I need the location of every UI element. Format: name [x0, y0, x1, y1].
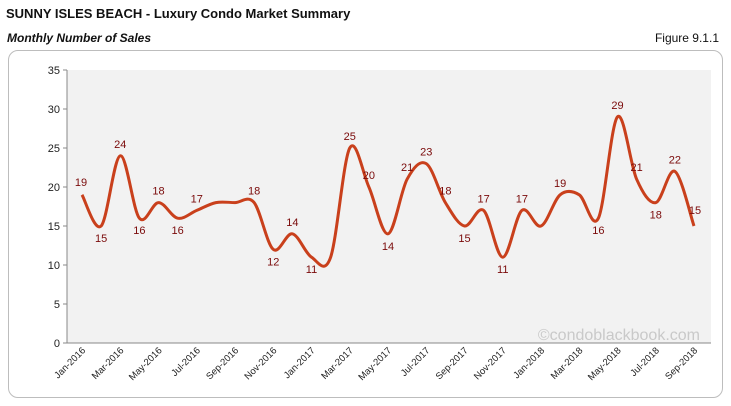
data-label: 17 [191, 193, 203, 205]
x-tick-label: Mar-2016 [90, 345, 127, 382]
plot-area [67, 70, 711, 343]
data-label: 21 [401, 162, 413, 174]
watermark-text: ©condoblackbook.com [538, 327, 700, 344]
data-label: 15 [689, 205, 701, 217]
data-label: 17 [516, 193, 528, 205]
x-axis: Jan-2016 Mar-2016 May-2016 Jul-2016 Sep-2016… [52, 342, 711, 383]
data-label: 23 [420, 147, 432, 159]
figure-number: Figure 9.1.1 [654, 31, 719, 45]
x-tick-label: Jan-2017 [282, 345, 318, 381]
x-tick-label: Sep-2017 [434, 345, 471, 382]
x-tick-label: Nov-2017 [472, 345, 509, 382]
x-tick-label: May-2016 [127, 345, 165, 383]
data-label: 18 [650, 210, 662, 222]
x-tick-label: Sep-2018 [663, 345, 700, 382]
data-label: 21 [631, 162, 643, 174]
data-label: 18 [152, 186, 164, 198]
data-label: 18 [439, 186, 451, 198]
y-tick-label: 10 [48, 260, 60, 272]
x-tick-label: Mar-2017 [319, 345, 356, 382]
sales-series-line [80, 115, 696, 268]
chart-main-title: SUNNY ISLES BEACH - Luxury Condo Market … [6, 6, 351, 21]
data-label: 24 [114, 139, 126, 151]
data-label: 16 [172, 225, 184, 237]
data-label: 15 [95, 233, 107, 245]
y-tick-label: 20 [48, 182, 60, 194]
x-tick-label: Nov-2016 [242, 345, 279, 382]
data-label: 29 [611, 100, 623, 112]
data-label: 14 [286, 217, 298, 229]
data-label: 16 [133, 225, 145, 237]
data-label: 25 [344, 131, 356, 143]
chart-subtitle: Monthly Number of Sales [7, 31, 152, 45]
data-label: 22 [669, 154, 681, 166]
data-label: 20 [363, 170, 375, 182]
x-tick-label: Jul-2016 [169, 345, 203, 379]
x-tick-label: Jan-2016 [52, 345, 88, 381]
x-tick-label: Jan-2018 [511, 345, 547, 381]
y-axis: 0 5 10 15 20 25 30 35 [48, 65, 68, 350]
data-label: 12 [267, 256, 279, 268]
y-tick-label: 25 [48, 143, 60, 155]
x-tick-label: May-2018 [586, 345, 624, 383]
y-tick-label: 5 [54, 299, 60, 311]
data-label: 19 [554, 178, 566, 190]
data-label: 15 [458, 233, 470, 245]
x-tick-label: Sep-2016 [204, 345, 241, 382]
y-tick-label: 30 [48, 104, 60, 116]
data-label: 14 [382, 241, 394, 253]
y-tick-label: 35 [48, 65, 60, 77]
data-label: 11 [497, 264, 508, 276]
data-label: 19 [75, 177, 87, 189]
data-labels: 19 15 24 16 18 16 17 18 12 14 11 25 20 14 21 23 18 15 17 11… [75, 100, 701, 276]
data-label: 18 [248, 186, 260, 198]
x-tick-label: Jul-2018 [628, 345, 662, 379]
x-tick-label: Jul-2017 [399, 345, 433, 379]
data-label: 16 [592, 225, 604, 237]
x-tick-label: Mar-2018 [549, 345, 586, 382]
x-tick-label: May-2017 [356, 345, 394, 383]
y-tick-label: 15 [48, 221, 60, 233]
data-label: 11 [306, 264, 317, 276]
data-label: 17 [478, 193, 490, 205]
y-tick-label: 0 [54, 338, 60, 350]
